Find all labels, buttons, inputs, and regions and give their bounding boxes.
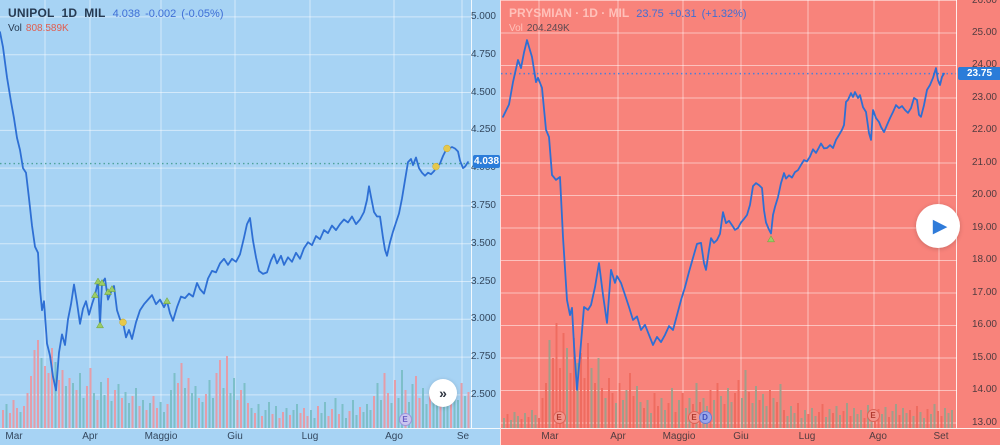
y-axis-label: 3.000 xyxy=(470,313,496,325)
price-change-pct: (-0.05%) xyxy=(181,8,224,20)
y-axis-label: 23.00 xyxy=(971,91,997,103)
volume-value: 204.249K xyxy=(526,23,570,34)
unipol-chart-panel: UNIPOL 1D MIL 4.038 -0.002 (-0.05%) Vol 808.58… xyxy=(0,0,500,445)
play-icon: ▶ xyxy=(932,215,948,237)
prysmian-price-chart[interactable] xyxy=(501,0,957,445)
x-axis-label: Lug xyxy=(798,431,816,442)
y-axis-label: 20.00 xyxy=(971,189,997,201)
y-axis-label: 24.00 xyxy=(971,59,997,71)
x-axis-label: Set xyxy=(933,431,949,442)
y-axis-label: 25.00 xyxy=(971,26,997,38)
x-axis-label: Ago xyxy=(869,431,887,442)
y-axis-label: 4.250 xyxy=(470,124,496,136)
timeline-event-badge-d[interactable]: D xyxy=(698,410,712,424)
y-axis-label: 21.00 xyxy=(971,156,997,168)
last-price: 4.038 xyxy=(112,8,141,20)
timeline-event-badge-e[interactable]: E xyxy=(398,412,412,426)
y-axis-label: 3.750 xyxy=(470,199,496,211)
y-axis-label: 3.500 xyxy=(470,237,496,249)
prysmian-time-axis[interactable]: Mar Apr Maggio Giu Lug Ago Set xyxy=(501,428,1000,445)
interval-label: 1D xyxy=(61,6,78,20)
double-chevron-right-icon: » xyxy=(439,385,447,401)
buy-triangle-marker[interactable] xyxy=(767,235,775,243)
buy-triangle-marker[interactable] xyxy=(96,321,104,329)
x-axis-label: Apr xyxy=(82,431,98,442)
buy-triangle-marker[interactable] xyxy=(98,279,106,286)
y-axis-label: 15.00 xyxy=(971,351,997,363)
exchange-label: MIL xyxy=(84,6,106,20)
prysmian-volume-row: Vol 204.249K xyxy=(509,23,570,34)
y-axis-label: 14.00 xyxy=(971,384,997,396)
volume-bars xyxy=(2,340,470,428)
x-axis-label: Apr xyxy=(610,431,626,442)
last-price: 23.75 xyxy=(636,8,664,20)
price-change: -0.002 xyxy=(145,8,177,20)
y-axis-label: 5.000 xyxy=(470,10,496,22)
prysmian-header: PRYSMIAN · 1D · MIL 23.75 +0.31 (+1.32%) xyxy=(509,6,752,20)
volume-label: Vol xyxy=(509,23,523,34)
x-axis-label: Giu xyxy=(227,431,243,442)
x-axis-label: Maggio xyxy=(144,431,178,442)
unipol-last-price-badge: 4.038 xyxy=(473,155,500,169)
volume-value: 808.589K xyxy=(25,23,69,34)
y-axis-label: 22.00 xyxy=(971,124,997,136)
buy-triangle-marker[interactable] xyxy=(91,291,99,298)
timeline-event-badge-e[interactable]: E xyxy=(552,410,566,424)
price-line xyxy=(0,31,469,392)
x-axis-label: Lug xyxy=(301,431,319,442)
event-dot-marker[interactable] xyxy=(443,144,451,153)
x-axis-label: Se xyxy=(456,431,470,442)
y-axis-label: 19.00 xyxy=(971,221,997,233)
event-dot-marker[interactable] xyxy=(119,318,127,326)
play-button[interactable]: ▶ xyxy=(916,204,960,248)
unipol-price-chart[interactable] xyxy=(0,0,472,445)
y-axis-label: 18.00 xyxy=(971,254,997,266)
timeline-event-badge-e[interactable]: E xyxy=(866,408,880,422)
prysmian-last-price-badge: 23.75 xyxy=(958,66,1000,80)
x-axis-label: Mar xyxy=(5,431,23,442)
x-axis-label: Maggio xyxy=(662,431,696,442)
price-line xyxy=(502,39,945,391)
unipol-header: UNIPOL 1D MIL 4.038 -0.002 (-0.05%) xyxy=(8,6,228,20)
prysmian-chart-panel: PRYSMIAN · 1D · MIL 23.75 +0.31 (+1.32%) Vo… xyxy=(500,0,1000,445)
y-axis-label: 4.500 xyxy=(470,86,496,98)
x-axis-label: Giu xyxy=(733,431,749,442)
unipol-time-axis[interactable]: Mar Apr Maggio Giu Lug Ago Se xyxy=(0,428,500,445)
volume-bars xyxy=(503,323,953,428)
y-axis-label: 2.750 xyxy=(470,351,496,363)
symbol-name: UNIPOL xyxy=(8,6,55,20)
buy-triangle-marker[interactable] xyxy=(94,277,102,285)
y-axis-label: 3.250 xyxy=(470,275,496,287)
buy-triangle-marker[interactable] xyxy=(163,297,171,304)
prysmian-price-axis[interactable]: 26.00 25.00 24.00 23.00 22.00 21.00 20.00 19.00… xyxy=(956,0,1000,428)
x-axis-label: Mar xyxy=(541,431,559,442)
price-change-pct: (+1.32%) xyxy=(701,8,747,20)
buy-triangle-marker[interactable] xyxy=(108,285,116,292)
y-axis-label: 26.00 xyxy=(971,0,997,6)
price-change: +0.31 xyxy=(668,8,697,20)
x-axis-label: Ago xyxy=(385,431,403,442)
symbol-name: PRYSMIAN · 1D · MIL xyxy=(509,6,630,20)
y-axis-label: 2.500 xyxy=(470,388,496,400)
y-axis-label: 13.00 xyxy=(971,416,997,428)
event-dot-marker[interactable] xyxy=(432,162,440,171)
y-axis-label: 16.00 xyxy=(971,319,997,331)
volume-label: Vol xyxy=(8,23,22,34)
unipol-volume-row: Vol 808.589K xyxy=(8,23,69,34)
y-axis-label: 17.00 xyxy=(971,286,997,298)
scroll-to-latest-button[interactable]: » xyxy=(429,379,457,407)
y-axis-label: 4.750 xyxy=(470,48,496,60)
unipol-price-axis[interactable]: 5.0004.7504.5004.2504.0003.7503.5003.250… xyxy=(471,0,500,428)
